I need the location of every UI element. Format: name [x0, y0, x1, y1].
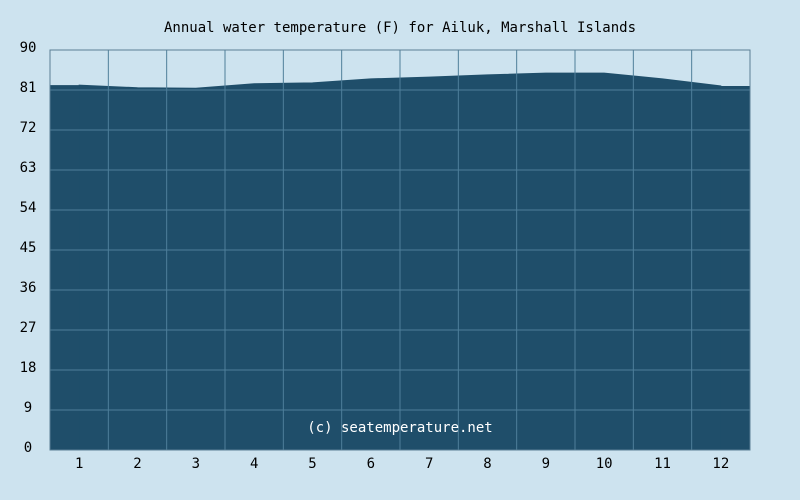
watermark: (c) seatemperature.net [307, 420, 492, 436]
x-tick-label: 11 [654, 456, 671, 472]
x-tick-label: 12 [712, 456, 729, 472]
y-tick-label: 9 [24, 400, 32, 416]
x-tick-label: 5 [308, 456, 316, 472]
y-tick-label: 45 [20, 240, 37, 256]
y-tick-label: 72 [20, 120, 37, 136]
y-tick-label: 36 [20, 280, 37, 296]
area-edge [50, 85, 80, 450]
area-edge [720, 86, 750, 450]
y-tick-label: 27 [20, 320, 37, 336]
y-tick-label: 90 [20, 40, 37, 56]
x-tick-label: 9 [542, 456, 550, 472]
x-tick-label: 7 [425, 456, 433, 472]
x-tick-label: 10 [596, 456, 613, 472]
y-tick-label: 81 [20, 80, 37, 96]
y-tick-label: 54 [20, 200, 37, 216]
x-tick-label: 2 [133, 456, 141, 472]
y-tick-label: 18 [20, 360, 37, 376]
x-tick-label: 3 [192, 456, 200, 472]
y-tick-label: 0 [24, 440, 32, 456]
chart-title: Annual water temperature (F) for Ailuk, … [164, 20, 636, 36]
x-tick-label: 4 [250, 456, 258, 472]
x-tick-label: 1 [75, 456, 83, 472]
y-tick-label: 63 [20, 160, 37, 176]
x-tick-label: 6 [367, 456, 375, 472]
x-tick-label: 8 [483, 456, 491, 472]
plot-border [49, 49, 751, 451]
